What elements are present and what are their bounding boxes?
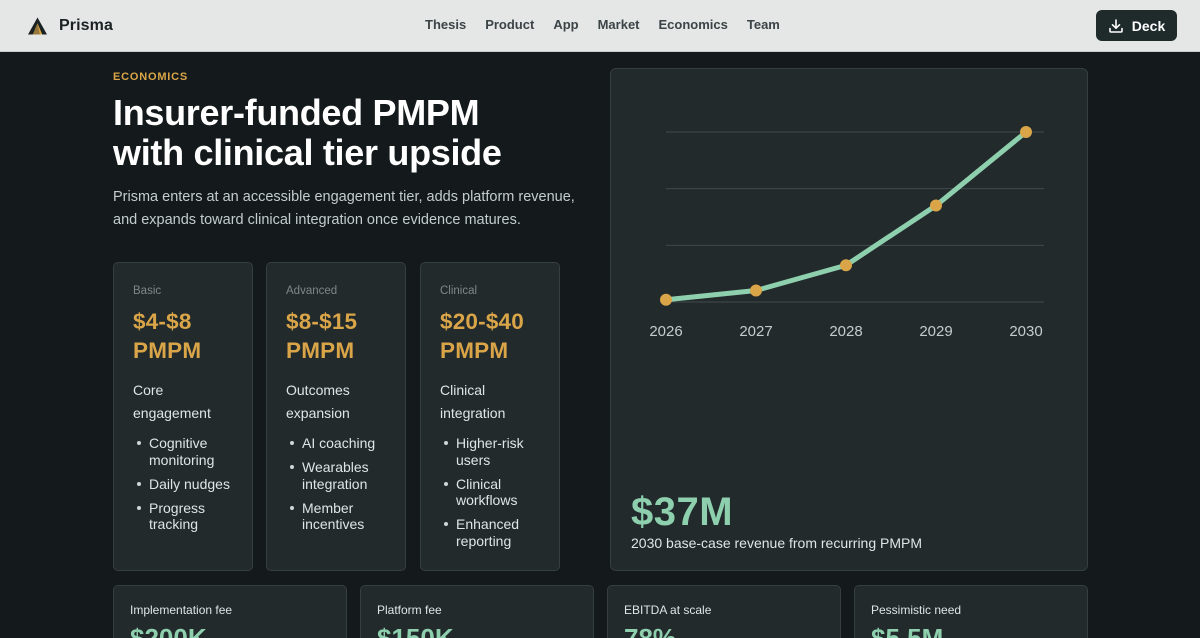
metric-label: Platform fee <box>377 603 442 617</box>
tier-feature-list: Cognitive monitoring Daily nudges Progre… <box>133 435 233 533</box>
tier-price: $4-$8 PMPM <box>133 307 233 365</box>
tier-card-clinical: Clinical $20-$40 PMPM Clinical integrati… <box>420 262 560 571</box>
revenue-line-chart: 2026 2027 2028 2029 2030 <box>649 126 1044 340</box>
metric-label: Implementation fee <box>130 603 233 617</box>
tier-name: Basic <box>133 285 162 297</box>
metric-value: $150K <box>377 623 454 638</box>
tier-price-unit: PMPM <box>440 338 509 363</box>
chart-point <box>840 259 852 272</box>
tier-feature: Higher-risk users <box>440 435 540 468</box>
nav-link-app[interactable]: App <box>553 17 579 32</box>
tier-price-range: $8-$15 <box>286 309 358 334</box>
metric-value: $5.5M <box>871 623 944 638</box>
revenue-summary-value: $37M <box>631 490 734 534</box>
deck-download-button[interactable]: Deck <box>1096 10 1177 41</box>
chart-x-tick-label: 2028 <box>829 323 862 340</box>
tier-desc-line: Clinical <box>440 382 486 398</box>
tier-desc-line: engagement <box>133 405 211 421</box>
metric-label: EBITDA at scale <box>624 603 712 617</box>
chart-x-tick-label: 2029 <box>919 323 952 340</box>
tier-name: Advanced <box>286 285 338 297</box>
tier-price-unit: PMPM <box>133 338 202 363</box>
nav-link-economics[interactable]: Economics <box>658 17 728 32</box>
brand-name: Prisma <box>59 17 113 34</box>
metric-value: 78% <box>624 623 677 638</box>
section-description: Prisma enters at an accessible engagemen… <box>113 189 575 228</box>
metric-card: EBITDA at scale 78% <box>607 585 841 638</box>
tier-desc-line: expansion <box>286 405 350 421</box>
tier-feature: AI coaching <box>286 435 386 452</box>
tier-price: $8-$15 PMPM <box>286 307 386 365</box>
revenue-summary-caption: 2030 base-case revenue from recurring PM… <box>631 535 923 551</box>
tier-feature: Clinical workflows <box>440 476 540 509</box>
tier-feature: Member incentives <box>286 500 386 533</box>
metric-card: Pessimistic need $5.5M <box>854 585 1088 638</box>
chart-x-tick-label: 2026 <box>649 323 682 340</box>
chart-point <box>660 293 672 306</box>
tier-feature-list: AI coaching Wearables integration Member… <box>286 435 386 533</box>
headline-line-1: Insurer-funded PMPM <box>113 92 480 133</box>
tier-feature: Progress tracking <box>133 500 233 533</box>
tier-price: $20-$40 PMPM <box>440 307 540 365</box>
chart-point <box>930 199 942 212</box>
page-title: Insurer-funded PMPM with clinical tier u… <box>113 93 593 173</box>
prisma-logo-icon <box>28 17 47 35</box>
tier-name: Clinical <box>440 285 478 297</box>
chart-point <box>1020 126 1032 138</box>
metric-card: Implementation fee $200K <box>113 585 347 638</box>
metric-card: Platform fee $150K <box>360 585 594 638</box>
nav-link-product[interactable]: Product <box>485 17 535 32</box>
deck-button-label: Deck <box>1131 17 1166 34</box>
tier-description: Clinical integration <box>440 379 540 425</box>
tier-feature-list: Higher-risk users Clinical workflows Enh… <box>440 435 540 549</box>
top-nav: Prisma Thesis Product App Market Economi… <box>0 0 1200 52</box>
tier-price-unit: PMPM <box>286 338 355 363</box>
tier-feature: Cognitive monitoring <box>133 435 233 468</box>
tier-feature: Wearables integration <box>286 459 386 492</box>
tier-desc-line: Outcomes <box>286 382 350 398</box>
nav-link-team[interactable]: Team <box>746 17 780 32</box>
tier-desc-line: integration <box>440 405 506 421</box>
tier-desc-line: Core <box>133 382 164 398</box>
chart-series-line <box>663 129 1029 303</box>
revenue-chart-panel: 2026 2027 2028 2029 2030 $37M 2030 base-case… <box>610 68 1088 571</box>
tier-feature: Daily nudges <box>133 476 233 493</box>
tier-feature: Enhanced reporting <box>440 516 540 549</box>
nav-links: Thesis Product App Market Economics Team <box>425 17 780 32</box>
tier-price-range: $4-$8 <box>133 309 192 334</box>
chart-point <box>750 284 762 297</box>
download-icon <box>1108 18 1123 33</box>
tier-card-basic: Basic $4-$8 PMPM Core engagement Cogniti… <box>113 262 253 571</box>
nav-link-thesis[interactable]: Thesis <box>425 17 467 32</box>
section-eyebrow: ECONOMICS <box>113 71 189 83</box>
headline-line-2: with clinical tier upside <box>113 132 502 173</box>
tier-description: Core engagement <box>133 379 233 425</box>
chart-x-tick-label: 2030 <box>1009 323 1042 340</box>
metric-label: Pessimistic need <box>871 603 962 617</box>
tier-card-advanced: Advanced $8-$15 PMPM Outcomes expansion … <box>266 262 406 571</box>
nav-link-market[interactable]: Market <box>597 17 640 32</box>
brand[interactable]: Prisma <box>28 14 113 38</box>
tier-price-range: $20-$40 <box>440 309 524 334</box>
tier-description: Outcomes expansion <box>286 379 386 425</box>
metric-value: $200K <box>130 623 207 638</box>
chart-x-tick-label: 2027 <box>739 323 772 340</box>
